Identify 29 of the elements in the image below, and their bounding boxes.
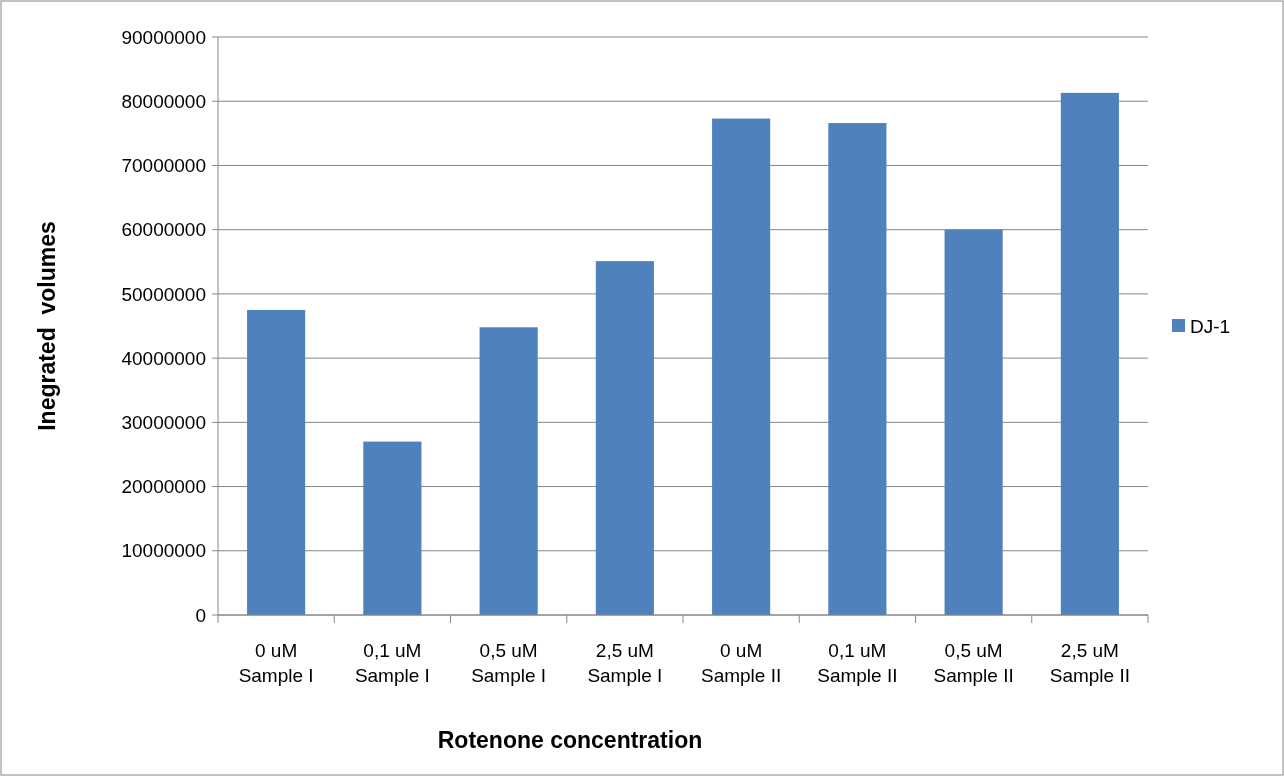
y-tick-label: 30000000 (121, 411, 206, 433)
bar (1060, 92, 1119, 615)
y-tick-label: 0 (195, 604, 206, 626)
x-tick-label: 2,5 uM Sample II (1049, 640, 1131, 686)
y-tick-label: 50000000 (121, 283, 206, 305)
x-tick-label: 0 uM Sample I (238, 640, 314, 686)
x-tick-label: 0,1 uM Sample II (817, 640, 898, 686)
x-axis-title: Rotenone concentration (437, 727, 703, 753)
bar (363, 441, 422, 615)
y-tick-label: 80000000 (121, 90, 206, 112)
y-tick-label: 10000000 (121, 540, 206, 562)
x-tick-label: 0,1 uM Sample I (354, 640, 430, 686)
bar (944, 229, 1003, 615)
y-tick-label: 70000000 (121, 155, 206, 177)
x-tick-label: 0,5 uM Sample II (933, 640, 1014, 686)
bar (247, 309, 306, 615)
y-tick-label: 20000000 (121, 476, 206, 498)
y-tick-label: 90000000 (121, 26, 206, 48)
y-tick-label: 40000000 (121, 347, 206, 369)
bar (712, 118, 771, 615)
y-axis-title: Inegrated volumes (34, 221, 60, 431)
y-tick-label: 60000000 (121, 219, 206, 241)
bar (479, 327, 538, 615)
bar (828, 123, 887, 615)
x-tick-label: 0 uM Sample II (700, 640, 782, 686)
legend-label: DJ-1 (1190, 315, 1231, 337)
bar (595, 261, 654, 615)
x-tick-label: 2,5 uM Sample I (587, 640, 663, 686)
x-tick-label: 0,5 uM Sample I (471, 640, 547, 686)
